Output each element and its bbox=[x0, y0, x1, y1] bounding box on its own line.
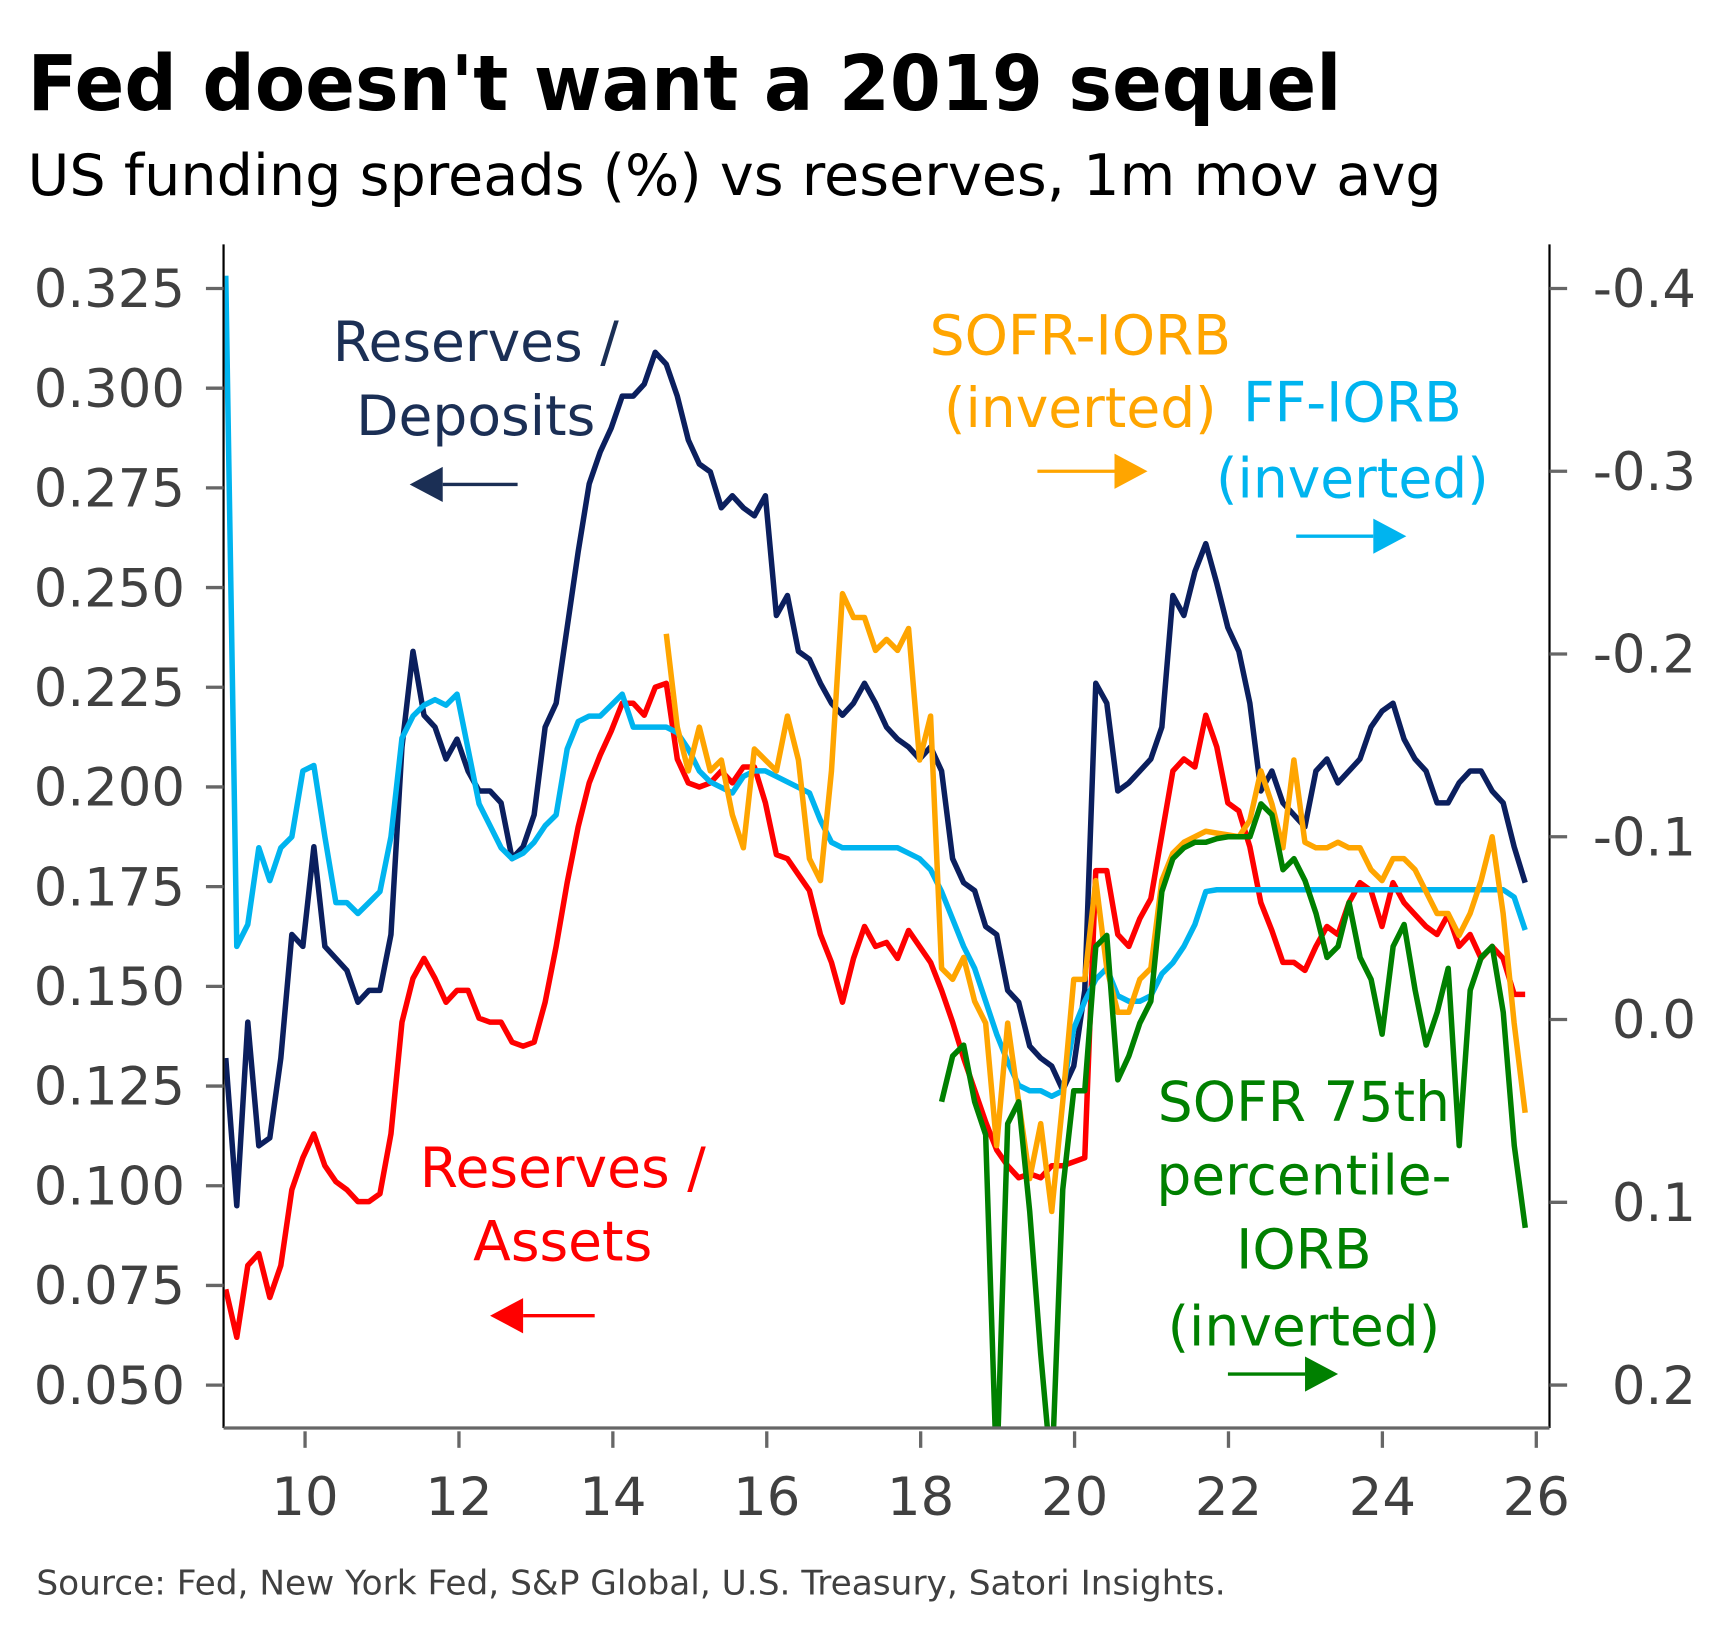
x-tick-label: 20 bbox=[1041, 1467, 1108, 1528]
left-tick-label: 0.325 bbox=[34, 259, 185, 320]
annotation-ff-iorb-inverted: FF-IORB (inverted) bbox=[1216, 371, 1489, 554]
annotation-label-line: (inverted) bbox=[944, 376, 1217, 440]
annotation-sofr-iorb-inverted: SOFR-IORB (inverted) bbox=[930, 304, 1231, 489]
ticks: 0.325 0.300 0.275 0.250 0.225 0.200 0.175 0.150… bbox=[34, 259, 1696, 1528]
arrowhead-icon bbox=[1373, 518, 1407, 554]
arrowhead-icon bbox=[1114, 453, 1148, 489]
left-tick-label: 0.200 bbox=[34, 758, 185, 819]
annotation-label-line: IORB bbox=[1236, 1217, 1372, 1281]
annotation-label-line: (inverted) bbox=[1168, 1294, 1441, 1358]
x-tick-label: 10 bbox=[271, 1467, 338, 1528]
annotation-label-line: Reserves / bbox=[420, 1136, 706, 1200]
annotation-label-line: Reserves / bbox=[333, 310, 619, 374]
chart-title: Fed doesn't want a 2019 sequel bbox=[28, 39, 1342, 129]
left-tick-label: 0.150 bbox=[34, 957, 185, 1018]
annotation-label-line: percentile- bbox=[1156, 1144, 1451, 1208]
annotation-label-line: Assets bbox=[473, 1210, 652, 1274]
x-tick-label: 24 bbox=[1349, 1467, 1416, 1528]
series-line-sofr-75th-percentile-iorb-inverted bbox=[938, 801, 1529, 1427]
annotation-label-line: Deposits bbox=[356, 384, 595, 448]
arrowhead-icon bbox=[409, 466, 443, 503]
right-tick-label: 0.1 bbox=[1612, 1173, 1696, 1234]
right-tick-label: 0.0 bbox=[1612, 990, 1696, 1051]
x-tick-label: 22 bbox=[1195, 1467, 1262, 1528]
right-tick-label: -0.4 bbox=[1593, 259, 1696, 320]
left-tick-label: 0.050 bbox=[34, 1356, 185, 1417]
annotation-label-line: SOFR 75th bbox=[1158, 1070, 1450, 1134]
annotation-label-line: FF-IORB bbox=[1243, 371, 1462, 435]
annotation-reserves-deposits: Reserves / Deposits bbox=[333, 310, 619, 503]
right-tick-label: -0.1 bbox=[1593, 807, 1696, 868]
series-line-reserves-assets bbox=[224, 680, 1526, 1341]
source-note: Source: Fed, New York Fed, S&P Global, U… bbox=[36, 1563, 1225, 1603]
annotation-reserves-assets: Reserves / Assets bbox=[420, 1136, 706, 1334]
left-tick-label: 0.225 bbox=[34, 658, 185, 719]
right-tick-label: -0.3 bbox=[1593, 442, 1696, 503]
x-tick-label: 12 bbox=[425, 1467, 492, 1528]
left-tick-label: 0.100 bbox=[34, 1156, 185, 1217]
left-tick-label: 0.175 bbox=[34, 857, 185, 918]
left-tick-label: 0.250 bbox=[34, 558, 185, 619]
x-tick-label: 16 bbox=[733, 1467, 800, 1528]
arrowhead-icon bbox=[490, 1298, 524, 1334]
x-tick-label: 18 bbox=[887, 1467, 954, 1528]
arrowhead-icon bbox=[1305, 1356, 1339, 1392]
series-line-sofr-iorb-inverted bbox=[663, 590, 1528, 1215]
annotation-sofr-75th-percentile-iorb-inverted: SOFR 75th percentile- IORB (inverted) bbox=[1156, 1070, 1452, 1392]
annotation-label-line: SOFR-IORB bbox=[930, 304, 1231, 368]
left-tick-label: 0.075 bbox=[34, 1256, 185, 1317]
right-tick-label: -0.2 bbox=[1593, 625, 1696, 686]
plot-lines bbox=[224, 275, 1529, 1427]
left-tick-label: 0.125 bbox=[34, 1057, 185, 1118]
chart-subtitle: US funding spreads (%) vs reserves, 1m m… bbox=[28, 142, 1442, 209]
annotation-label-line: (inverted) bbox=[1216, 447, 1489, 511]
left-tick-label: 0.275 bbox=[34, 459, 185, 520]
left-tick-label: 0.300 bbox=[34, 359, 185, 420]
x-tick-label: 26 bbox=[1503, 1467, 1570, 1528]
series-line-reserves-deposits bbox=[224, 349, 1528, 1209]
x-tick-label: 14 bbox=[579, 1467, 646, 1528]
right-tick-label: 0.2 bbox=[1612, 1356, 1696, 1417]
